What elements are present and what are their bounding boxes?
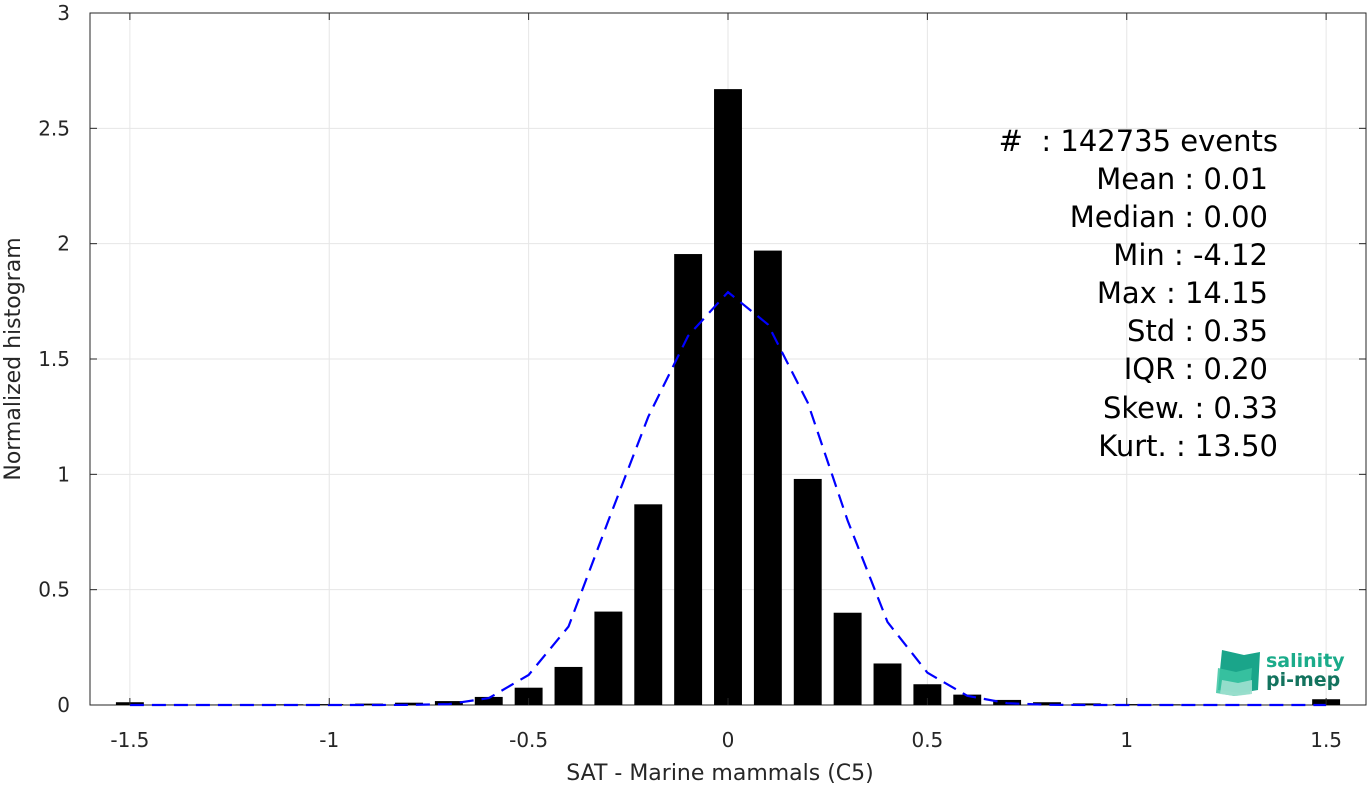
stats-iqr: IQR : 0.20 <box>1124 352 1268 386</box>
stats-kurt: Kurt. : 13.50 <box>1098 429 1278 463</box>
histogram-bar <box>474 696 503 705</box>
logo-line1: salinity <box>1266 650 1345 672</box>
histogram-bar <box>634 504 663 705</box>
stats-max: Max : 14.15 <box>1097 276 1268 310</box>
stats-events: # : 142735 events <box>999 124 1278 158</box>
histogram-bar <box>833 612 862 705</box>
x-tick-label: -0.5 <box>509 728 548 752</box>
y-tick-label: 0.5 <box>38 578 70 602</box>
x-tick-label: 1 <box>1120 728 1133 752</box>
bars <box>115 89 1341 706</box>
histogram-bar <box>714 89 742 706</box>
histogram-bar <box>753 250 782 705</box>
stats-box: # : 142735 events Mean : 0.01 Median : 0… <box>999 124 1278 463</box>
y-tick-label: 3 <box>57 1 70 25</box>
x-tick-labels: -1.5 -1 -0.5 0 0.5 1 1.5 <box>110 728 1342 752</box>
histogram-bar <box>793 478 822 705</box>
stats-mean: Mean : 0.01 <box>1096 162 1268 196</box>
y-axis-label: Normalized histogram <box>1 237 26 480</box>
y-tick-label: 1.5 <box>38 347 70 371</box>
logo-line2: pi-mep <box>1266 669 1340 691</box>
stats-median: Median : 0.00 <box>1070 200 1268 234</box>
x-tick-label: 1.5 <box>1310 728 1342 752</box>
y-tick-label: 1 <box>57 462 70 486</box>
x-tick-label: 0.5 <box>911 728 943 752</box>
histogram-bar <box>913 684 942 705</box>
x-axis-label: SAT - Marine mammals (C5) <box>566 761 874 785</box>
x-tick-label: -1 <box>319 728 339 752</box>
y-tick-labels: 0 0.5 1 1.5 2 2.5 3 <box>38 1 70 717</box>
histogram-bar <box>1033 702 1061 705</box>
stats-min: Min : -4.12 <box>1113 238 1268 272</box>
histogram-bar <box>594 611 623 705</box>
y-tick-label: 2 <box>57 232 70 256</box>
logo-waves-icon <box>1216 650 1260 696</box>
histogram-bar <box>873 663 902 705</box>
y-tick-label: 0 <box>57 693 70 717</box>
y-tick-label: 2.5 <box>38 116 70 140</box>
histogram-bar <box>1072 703 1101 705</box>
axis-ticks <box>90 12 1366 706</box>
histogram-bar <box>674 254 703 705</box>
histogram-bar <box>514 687 543 705</box>
histogram-bar <box>395 702 423 705</box>
x-tick-label: -1.5 <box>110 728 149 752</box>
histogram-bar <box>554 666 583 705</box>
histogram-bar <box>953 694 982 705</box>
stats-std: Std : 0.35 <box>1127 314 1268 348</box>
salinity-pi-mep-logo: salinity pi-mep <box>1216 650 1345 696</box>
x-tick-label: 0 <box>722 728 735 752</box>
histogram-bar <box>355 703 384 705</box>
stats-skew: Skew. : 0.33 <box>1103 391 1278 425</box>
